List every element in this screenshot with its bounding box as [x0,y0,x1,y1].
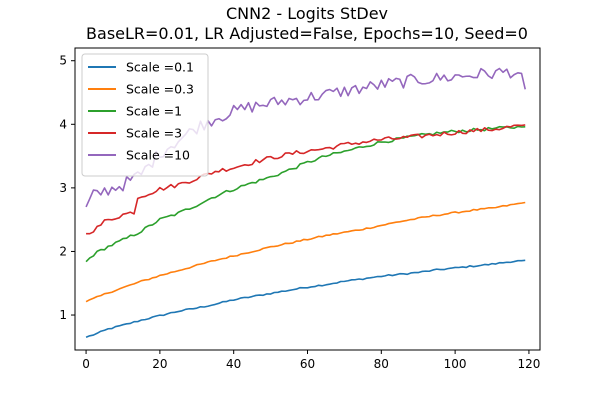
y-axis: 1 2 3 4 5 [59,54,75,322]
legend-label: Scale =10 [126,148,190,163]
series-line-3 [86,124,526,235]
legend-label: Scale =0.1 [126,60,194,75]
chart-title: CNN2 - Logits StDev [226,4,388,23]
y-tick-label: 4 [59,117,67,131]
y-tick-label: 5 [59,54,67,68]
legend: Scale =0.1 Scale =0.3 Scale =1 Scale =3 Scal… [81,53,209,177]
x-tick-label: 0 [82,357,90,371]
series-line-1 [85,201,526,303]
y-tick-label: 1 [59,308,67,322]
legend-label: Scale =3 [126,126,182,141]
x-tick-label: 60 [300,357,315,371]
series-line-0 [85,259,526,339]
legend-label: Scale =1 [126,104,182,119]
legend-box [81,53,209,177]
x-tick-label: 80 [374,357,389,371]
legend-label: Scale =0.3 [126,82,194,97]
x-axis: 0 20 40 60 80 100 120 [82,350,540,371]
chart-subtitle: BaseLR=0.01, LR Adjusted=False, Epochs=1… [86,24,528,43]
y-tick-label: 3 [59,181,67,195]
series-line-2 [85,125,526,263]
y-tick-label: 2 [59,244,67,258]
x-tick-label: 100 [444,357,467,371]
x-tick-label: 40 [226,357,241,371]
x-tick-label: 120 [517,357,540,371]
x-tick-label: 20 [152,357,167,371]
